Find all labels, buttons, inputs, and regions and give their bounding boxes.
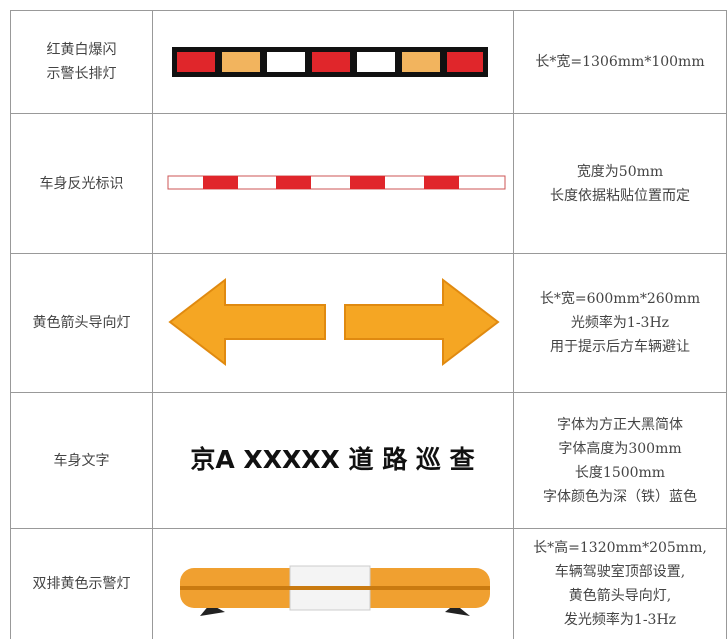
text-line: 发光频率为1-3Hz bbox=[563, 612, 677, 628]
text-line: 示警长排灯 bbox=[46, 66, 117, 82]
text-line: 车身反光标识 bbox=[39, 175, 124, 192]
text-line: 长度1500mm bbox=[574, 464, 666, 481]
text-line: 黄色箭头导向灯, bbox=[568, 588, 672, 604]
cell bbox=[447, 52, 483, 72]
text-line: 光频率为1-3Hz bbox=[570, 315, 670, 331]
text-line: 红黄白爆闪 bbox=[46, 42, 117, 58]
text-line: 黄色箭头导向灯 bbox=[32, 315, 131, 331]
stripe bbox=[350, 176, 385, 189]
arrows bbox=[168, 277, 500, 367]
text-line: 车身文字 bbox=[53, 452, 110, 469]
left-arrow bbox=[168, 277, 326, 367]
stripe bbox=[203, 176, 238, 189]
cell bbox=[402, 52, 440, 72]
text-line: 长度依据粘贴位置而定 bbox=[550, 187, 690, 204]
cell bbox=[312, 52, 350, 72]
text-line: 车辆驾驶室顶部设置, bbox=[554, 564, 686, 580]
text-line: 字体为方正大黑简体 bbox=[557, 416, 683, 433]
cell bbox=[357, 52, 395, 72]
stripe bbox=[424, 176, 459, 189]
text-line: 长*宽=600mm*260mm bbox=[539, 291, 701, 307]
text-line: 宽度为50mm bbox=[576, 163, 664, 180]
strip bbox=[167, 175, 506, 190]
text-line: 字体颜色为深（铁）蓝色 bbox=[543, 488, 697, 505]
body-text: 京A XXXXX 道 路 巡 查 bbox=[190, 445, 475, 474]
bar-seam bbox=[180, 586, 490, 590]
row-spec: 字体为方正大黑简体 字体高度为300mm 长度1500mm 字体颜色为深（铁）蓝色 bbox=[513, 392, 727, 529]
text-line: 长*宽=1306mm*100mm bbox=[535, 54, 705, 70]
right-arrow bbox=[344, 277, 500, 367]
row-spec: 长*高=1320mm*205mm, 车辆驾驶室顶部设置, 黄色箭头导向灯, 发光频率为… bbox=[513, 528, 727, 639]
stripe bbox=[276, 176, 311, 189]
text-line: 长*高=1320mm*205mm, bbox=[533, 540, 707, 556]
text-line: 字体高度为300mm bbox=[558, 440, 682, 457]
lightbar bbox=[180, 565, 490, 616]
cell bbox=[222, 52, 260, 72]
reflective-strip bbox=[167, 175, 506, 190]
text-line: 用于提示后方车辆避让 bbox=[550, 339, 690, 355]
flash-bar bbox=[172, 47, 488, 77]
text-line: 双排黄色示警灯 bbox=[32, 576, 131, 592]
cell bbox=[267, 52, 305, 72]
cell bbox=[177, 52, 215, 72]
